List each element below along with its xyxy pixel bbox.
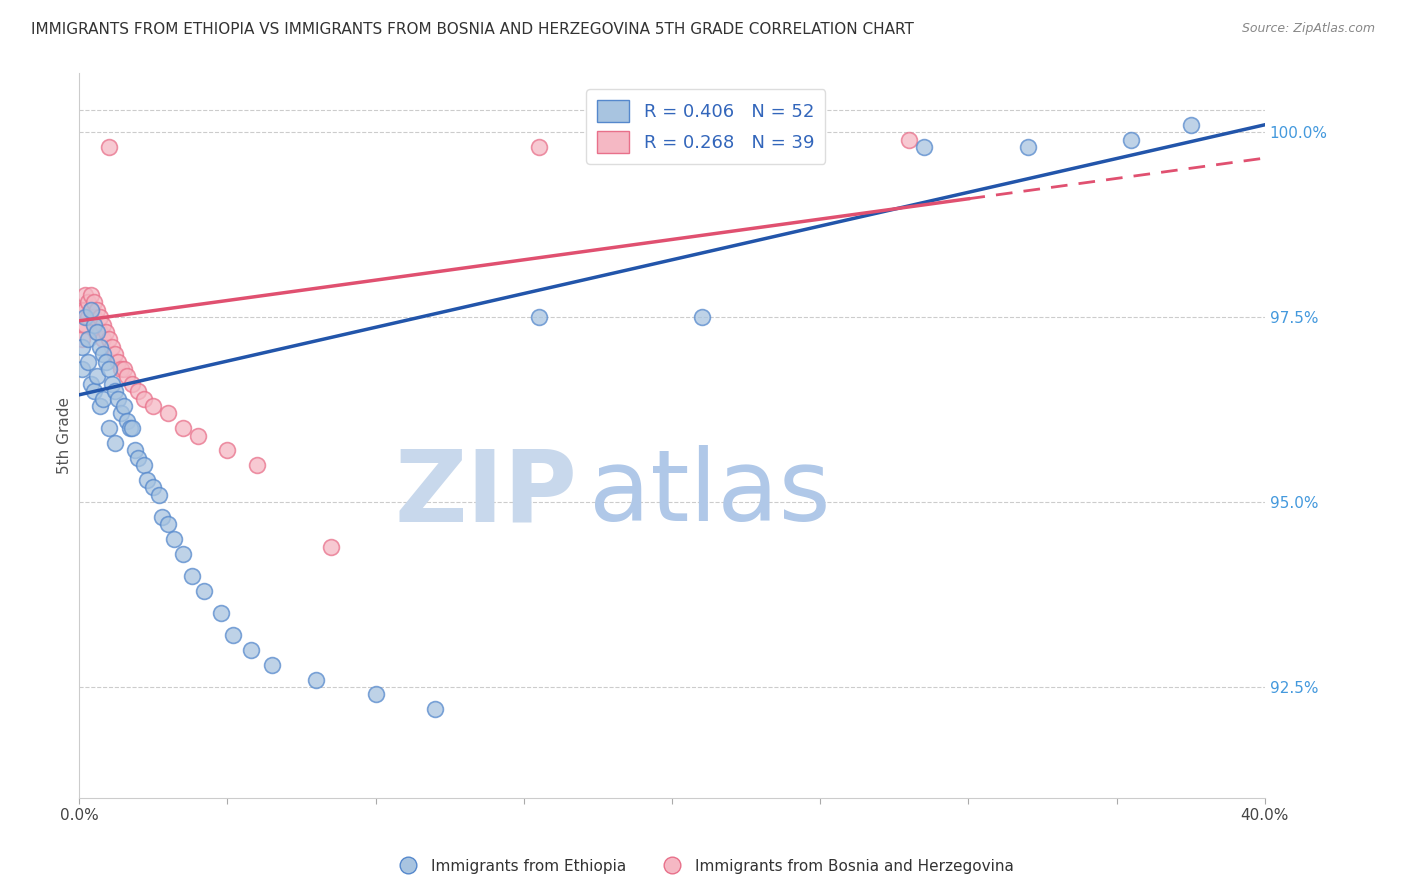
- Point: [73, 310, 96, 325]
- Legend: Immigrants from Ethiopia, Immigrants from Bosnia and Herzegovina: Immigrants from Ethiopia, Immigrants fro…: [387, 853, 1019, 880]
- Point: [110, 362, 132, 376]
- Point: [83, 310, 105, 325]
- Point: [100, 376, 122, 391]
- Point: [150, 509, 173, 524]
- Point: [690, 310, 713, 325]
- Point: [70, 340, 93, 354]
- Point: [124, 443, 146, 458]
- Point: [107, 354, 129, 368]
- Point: [423, 702, 446, 716]
- Point: [83, 295, 105, 310]
- Point: [136, 473, 159, 487]
- Point: [100, 340, 122, 354]
- Point: [89, 325, 111, 339]
- Point: [1121, 132, 1143, 146]
- Point: [134, 458, 156, 472]
- Point: [73, 318, 96, 332]
- Point: [77, 354, 100, 368]
- Point: [127, 450, 149, 465]
- Point: [104, 347, 127, 361]
- Point: [94, 325, 117, 339]
- Point: [142, 399, 165, 413]
- Text: ZIP: ZIP: [394, 445, 576, 542]
- Point: [70, 302, 93, 317]
- Point: [77, 310, 100, 325]
- Point: [115, 414, 138, 428]
- Point: [83, 384, 105, 398]
- Point: [148, 488, 170, 502]
- Point: [172, 421, 194, 435]
- Point: [193, 583, 215, 598]
- Point: [118, 421, 141, 435]
- Point: [1017, 140, 1039, 154]
- Point: [127, 384, 149, 398]
- Point: [80, 302, 103, 317]
- Point: [80, 288, 103, 302]
- Point: [94, 354, 117, 368]
- Point: [91, 392, 114, 406]
- Point: [97, 332, 120, 346]
- Point: [217, 443, 239, 458]
- Point: [527, 140, 550, 154]
- Point: [104, 384, 127, 398]
- Point: [305, 673, 328, 687]
- Text: atlas: atlas: [589, 445, 831, 542]
- Text: IMMIGRANTS FROM ETHIOPIA VS IMMIGRANTS FROM BOSNIA AND HERZEGOVINA 5TH GRADE COR: IMMIGRANTS FROM ETHIOPIA VS IMMIGRANTS F…: [31, 22, 914, 37]
- Point: [91, 318, 114, 332]
- Point: [115, 369, 138, 384]
- Point: [80, 302, 103, 317]
- Point: [240, 643, 263, 657]
- Point: [91, 332, 114, 346]
- Point: [89, 310, 111, 325]
- Point: [527, 310, 550, 325]
- Point: [86, 302, 108, 317]
- Point: [112, 399, 135, 413]
- Legend: R = 0.406   N = 52, R = 0.268   N = 39: R = 0.406 N = 52, R = 0.268 N = 39: [586, 89, 825, 164]
- Point: [97, 362, 120, 376]
- Point: [70, 332, 93, 346]
- Point: [222, 628, 245, 642]
- Point: [112, 362, 135, 376]
- Point: [73, 302, 96, 317]
- Point: [364, 688, 387, 702]
- Point: [209, 606, 232, 620]
- Point: [97, 421, 120, 435]
- Point: [142, 480, 165, 494]
- Point: [91, 347, 114, 361]
- Point: [73, 288, 96, 302]
- Y-axis label: 5th Grade: 5th Grade: [58, 397, 72, 474]
- Point: [1180, 118, 1202, 132]
- Point: [89, 399, 111, 413]
- Point: [898, 132, 921, 146]
- Point: [77, 295, 100, 310]
- Point: [97, 140, 120, 154]
- Point: [70, 362, 93, 376]
- Point: [172, 547, 194, 561]
- Point: [107, 392, 129, 406]
- Point: [912, 140, 935, 154]
- Point: [70, 318, 93, 332]
- Point: [86, 369, 108, 384]
- Point: [157, 517, 180, 532]
- Point: [77, 332, 100, 346]
- Point: [246, 458, 269, 472]
- Point: [89, 340, 111, 354]
- Point: [110, 406, 132, 420]
- Text: Source: ZipAtlas.com: Source: ZipAtlas.com: [1241, 22, 1375, 36]
- Point: [187, 428, 209, 442]
- Point: [86, 325, 108, 339]
- Point: [180, 569, 202, 583]
- Point: [83, 318, 105, 332]
- Point: [80, 376, 103, 391]
- Point: [121, 421, 143, 435]
- Point: [134, 392, 156, 406]
- Point: [319, 540, 342, 554]
- Point: [121, 376, 143, 391]
- Point: [104, 436, 127, 450]
- Point: [260, 657, 283, 672]
- Point: [86, 325, 108, 339]
- Point: [157, 406, 180, 420]
- Point: [163, 532, 186, 546]
